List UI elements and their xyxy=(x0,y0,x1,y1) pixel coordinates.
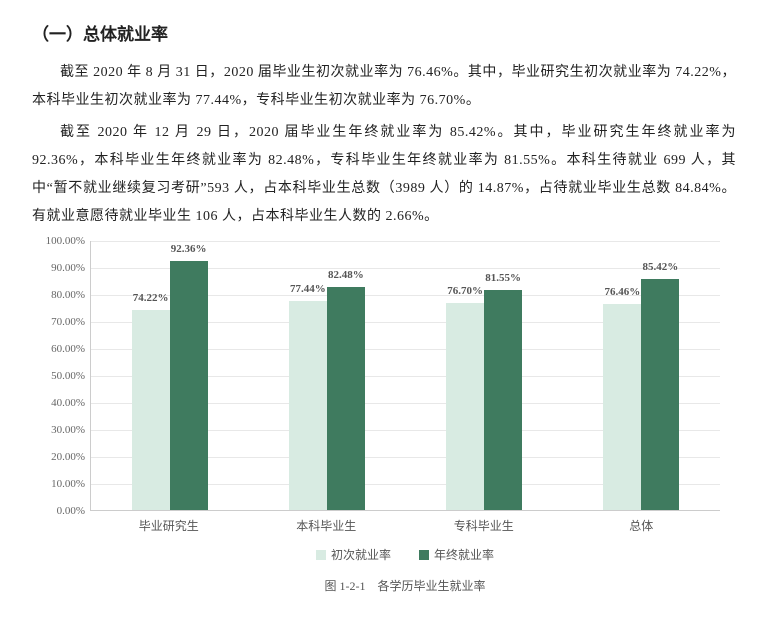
bar: 85.42% xyxy=(641,279,679,510)
paragraph-1: 截至 2020 年 8 月 31 日，2020 届毕业生初次就业率为 76.46… xyxy=(32,59,736,115)
chart-x-label: 总体 xyxy=(563,517,721,534)
section-heading: （一）总体就业率 xyxy=(32,20,736,45)
bar: 82.48% xyxy=(327,287,365,510)
bar-group: 77.44%82.48% xyxy=(248,287,405,510)
bar: 76.70% xyxy=(446,303,484,510)
legend-label: 年终就业率 xyxy=(434,546,494,563)
chart-x-label: 专科毕业生 xyxy=(405,517,563,534)
chart-ytick: 30.00% xyxy=(33,424,85,436)
bar-value-label: 74.22% xyxy=(133,292,169,304)
chart-ytick: 50.00% xyxy=(33,370,85,382)
bar-value-label: 77.44% xyxy=(290,283,326,295)
bar: 77.44% xyxy=(289,301,327,510)
bar: 81.55% xyxy=(484,290,522,510)
chart-caption: 图 1-2-1 各学历毕业生就业率 xyxy=(90,577,720,594)
chart-ytick: 40.00% xyxy=(33,397,85,409)
bar-value-label: 82.48% xyxy=(328,269,364,281)
bar-group: 76.70%81.55% xyxy=(406,290,563,510)
bar-value-label: 76.70% xyxy=(447,285,483,297)
chart-x-label: 本科毕业生 xyxy=(248,517,406,534)
bar-chart: 0.00%10.00%20.00%30.00%40.00%50.00%60.00… xyxy=(90,241,720,511)
bar-value-label: 81.55% xyxy=(485,272,521,284)
chart-ytick: 80.00% xyxy=(33,289,85,301)
bar-value-label: 92.36% xyxy=(171,243,207,255)
legend-swatch xyxy=(419,550,429,560)
chart-x-labels: 毕业研究生本科毕业生专科毕业生总体 xyxy=(90,517,720,534)
bar-group: 76.46%85.42% xyxy=(563,279,720,510)
bar-value-label: 85.42% xyxy=(643,261,679,273)
paragraph-2: 截至 2020 年 12 月 29 日，2020 届毕业生年终就业率为 85.4… xyxy=(32,119,736,231)
chart-container: 0.00%10.00%20.00%30.00%40.00%50.00%60.00… xyxy=(90,241,720,594)
legend-item: 年终就业率 xyxy=(419,546,494,563)
bar-group: 74.22%92.36% xyxy=(91,261,248,510)
legend-swatch xyxy=(316,550,326,560)
bar-value-label: 76.46% xyxy=(605,286,641,298)
legend-label: 初次就业率 xyxy=(331,546,391,563)
legend-item: 初次就业率 xyxy=(316,546,391,563)
chart-ytick: 90.00% xyxy=(33,262,85,274)
chart-ytick: 20.00% xyxy=(33,451,85,463)
chart-ytick: 60.00% xyxy=(33,343,85,355)
bar: 76.46% xyxy=(603,304,641,510)
chart-x-label: 毕业研究生 xyxy=(90,517,248,534)
bar: 92.36% xyxy=(170,261,208,510)
chart-legend: 初次就业率 年终就业率 xyxy=(90,546,720,563)
chart-ytick: 100.00% xyxy=(33,235,85,247)
chart-ytick: 70.00% xyxy=(33,316,85,328)
bar: 74.22% xyxy=(132,310,170,510)
chart-ytick: 10.00% xyxy=(33,478,85,490)
chart-ytick: 0.00% xyxy=(33,505,85,517)
